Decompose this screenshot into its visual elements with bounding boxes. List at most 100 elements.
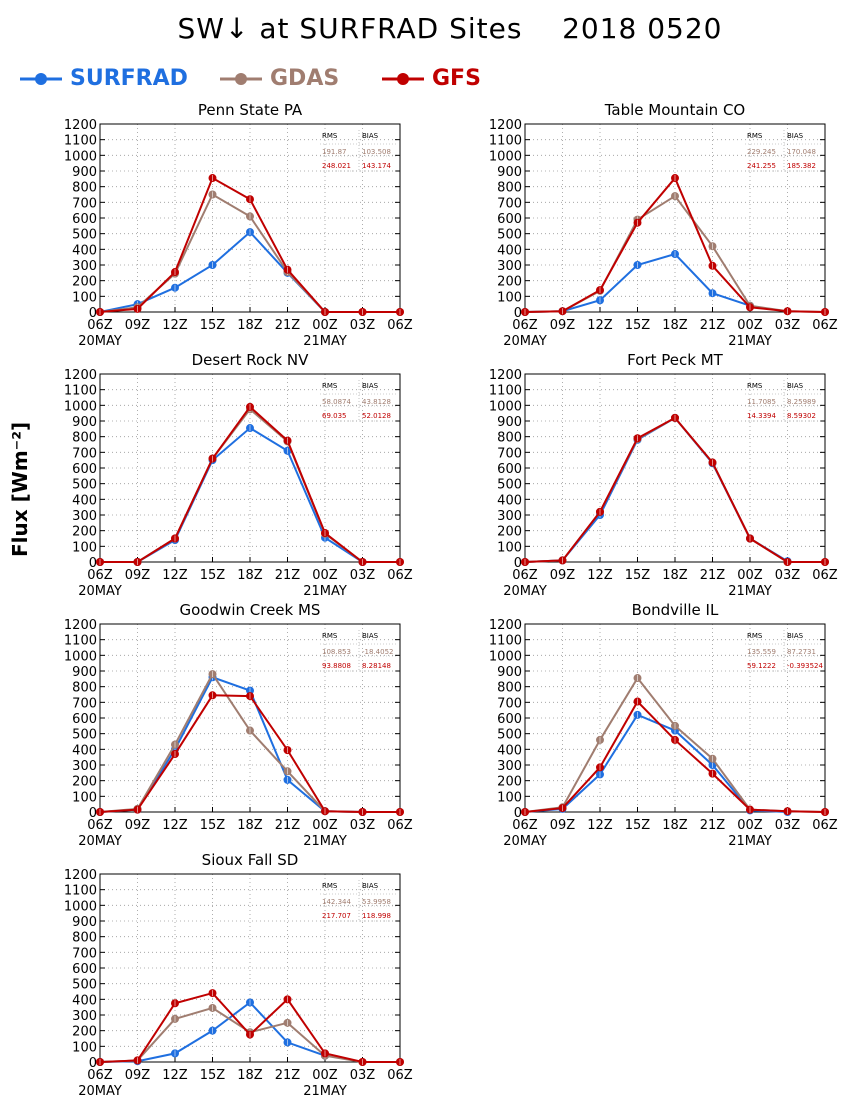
- stats-header-bias: BIAS: [362, 382, 379, 390]
- y-tick-label: 100: [497, 290, 522, 305]
- x-tick-label: 06Z: [387, 318, 413, 333]
- y-tick-label: 1000: [489, 399, 522, 414]
- stats-gfs-rms: 93.8808: [322, 662, 351, 670]
- gfs-line-marker-icon: [382, 73, 424, 85]
- y-tick-label: 700: [497, 196, 522, 211]
- y-tick-label: 1000: [489, 649, 522, 664]
- x-tick-label: 12Z: [587, 818, 613, 833]
- x-tick-label: 15Z: [200, 1068, 226, 1083]
- y-tick-label: 800: [72, 181, 97, 196]
- series-line-surfrad: [99, 676, 363, 813]
- x-tick-label: 06Z: [387, 568, 413, 583]
- y-tick-label: 1200: [489, 618, 522, 633]
- stats-header-rms: RMS: [322, 882, 338, 890]
- x-tick-label: 12Z: [162, 568, 188, 583]
- y-tick-label: 800: [72, 681, 97, 696]
- y-tick-label: 0: [89, 1056, 97, 1071]
- y-tick-label: 800: [497, 431, 522, 446]
- y-tick-label: 600: [72, 212, 97, 227]
- y-tick-label: 100: [497, 540, 522, 555]
- x-tick-label: 00Z: [312, 568, 338, 583]
- y-tick-label: 1100: [489, 134, 522, 149]
- legend-label-gfs: GFS: [432, 66, 481, 91]
- x-tick-label: 00Z: [312, 318, 338, 333]
- x-date-label: 21MAY: [728, 584, 772, 599]
- y-tick-label: 900: [72, 415, 97, 430]
- y-tick-label: 300: [72, 259, 97, 274]
- x-tick-label: 12Z: [162, 818, 188, 833]
- stats-gdas-rms: 108.853: [322, 648, 351, 656]
- stats-gfs-bias: 52.0128: [362, 412, 391, 420]
- stats-header-rms: RMS: [322, 382, 338, 390]
- x-tick-label: 06Z: [387, 818, 413, 833]
- y-tick-label: 1100: [489, 384, 522, 399]
- x-date-label: 20MAY: [78, 584, 122, 599]
- x-tick-label: 06Z: [812, 818, 838, 833]
- y-tick-label: 200: [72, 775, 97, 790]
- y-tick-label: 1100: [64, 884, 97, 899]
- legend-label-gdas: GDAS: [270, 66, 340, 91]
- x-tick-label: 15Z: [200, 318, 226, 333]
- x-tick-label: 21Z: [275, 568, 301, 583]
- stats-gfs-rms: 14.3394: [747, 412, 776, 420]
- x-tick-label: 09Z: [550, 818, 576, 833]
- stats-gfs-bias: 118.998: [362, 912, 391, 920]
- stats-header-bias: BIAS: [787, 132, 804, 140]
- x-date-label: 21MAY: [303, 834, 347, 849]
- y-tick-label: 200: [497, 775, 522, 790]
- y-tick-label: 700: [72, 946, 97, 961]
- y-tick-label: 1100: [489, 634, 522, 649]
- y-tick-label: 300: [72, 1009, 97, 1024]
- y-tick-label: 500: [497, 228, 522, 243]
- stats-gfs-bias: 143.174: [362, 162, 391, 170]
- y-tick-label: 0: [514, 556, 522, 571]
- y-tick-label: 1200: [489, 118, 522, 133]
- stats-header-bias: BIAS: [787, 632, 804, 640]
- x-tick-label: 21Z: [275, 818, 301, 833]
- surfrad-line-marker-icon: [20, 73, 62, 85]
- y-tick-label: 500: [72, 228, 97, 243]
- x-tick-label: 18Z: [237, 318, 263, 333]
- chart-title: Sioux Fall SD: [202, 851, 299, 869]
- chart-panel: Sioux Fall SD 010020030040050060070080090…: [64, 851, 413, 1099]
- y-tick-label: 400: [72, 743, 97, 758]
- x-tick-label: 00Z: [737, 568, 763, 583]
- x-tick-label: 09Z: [125, 568, 151, 583]
- y-tick-label: 0: [89, 806, 97, 821]
- x-tick-label: 12Z: [587, 568, 613, 583]
- y-tick-label: 300: [72, 759, 97, 774]
- chart-panel: Bondville IL 0100200300400500600700800900…: [489, 601, 838, 849]
- y-tick-label: 1200: [489, 368, 522, 383]
- y-tick-label: 600: [497, 212, 522, 227]
- y-tick-label: 900: [497, 665, 522, 680]
- y-tick-label: 1000: [64, 149, 97, 164]
- x-date-label: 21MAY: [728, 834, 772, 849]
- x-tick-label: 06Z: [87, 568, 113, 583]
- x-tick-label: 03Z: [775, 568, 801, 583]
- stats-gdas-rms: 135.559: [747, 648, 776, 656]
- y-tick-label: 700: [497, 446, 522, 461]
- x-tick-label: 06Z: [87, 318, 113, 333]
- stats-gdas-rms: 11.7085: [747, 398, 776, 406]
- y-tick-label: 700: [72, 196, 97, 211]
- x-tick-label: 12Z: [162, 1068, 188, 1083]
- y-tick-label: 0: [89, 556, 97, 571]
- y-tick-label: 200: [497, 525, 522, 540]
- y-tick-label: 400: [497, 493, 522, 508]
- y-tick-label: 200: [497, 275, 522, 290]
- y-tick-label: 1200: [64, 618, 97, 633]
- y-tick-label: 900: [72, 165, 97, 180]
- stats-gdas-bias: 43.8128: [362, 398, 391, 406]
- stats-header-bias: BIAS: [362, 132, 379, 140]
- y-tick-label: 1200: [64, 118, 97, 133]
- y-tick-label: 400: [497, 743, 522, 758]
- series-line-surfrad: [100, 426, 364, 563]
- gdas-line-marker-icon: [220, 73, 262, 85]
- y-tick-label: 1000: [489, 149, 522, 164]
- y-tick-label: 1100: [64, 634, 97, 649]
- stats-gfs-rms: 248.021: [322, 162, 351, 170]
- series-line-gdas: [524, 676, 826, 813]
- stats-gdas-rms: 191.87: [322, 148, 347, 156]
- y-tick-label: 1100: [64, 134, 97, 149]
- series-line-gfs: [524, 416, 825, 563]
